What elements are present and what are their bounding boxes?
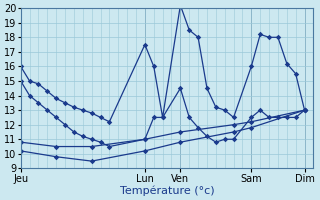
- X-axis label: Température (°c): Température (°c): [120, 185, 214, 196]
